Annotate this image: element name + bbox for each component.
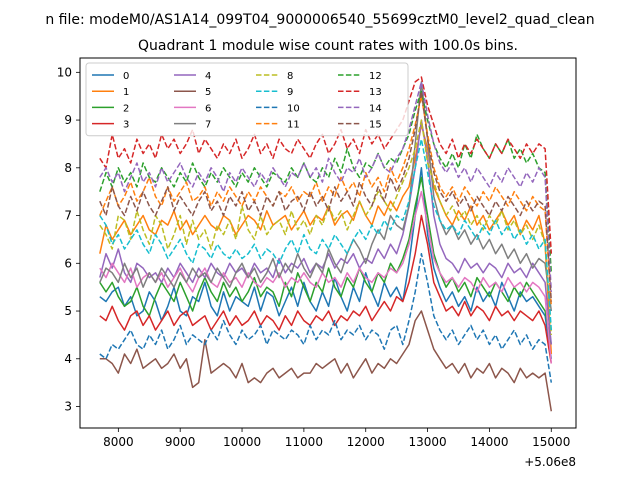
legend-label-2: 2 [123,103,129,114]
y-tick-label: 8 [64,161,72,175]
legend-label-5: 5 [205,87,211,98]
x-axis-offset-label: +5.06e8 [524,455,576,469]
series-line-2 [99,176,553,345]
legend-label-11: 11 [287,120,300,131]
series-line-5 [99,310,553,412]
x-tick-label: 8000 [103,435,134,449]
legend-label-9: 9 [287,87,293,98]
legend-label-8: 8 [287,71,293,82]
legend-label-12: 12 [369,71,382,82]
legend-frame [85,62,409,137]
legend-label-14: 14 [369,103,382,114]
series-layer [99,76,553,412]
legend-label-3: 3 [123,120,129,131]
y-tick-label: 7 [64,209,72,223]
x-tick-label: 12000 [347,435,385,449]
series-line-11 [99,95,553,307]
x-tick-label: 9000 [165,435,196,449]
x-tick-label: 10000 [223,435,261,449]
y-tick-label: 10 [57,65,72,79]
legend-label-15: 15 [369,120,382,131]
series-line-13 [99,76,553,254]
x-axis: 8000 9000 10000 11000 12000 13000 14000 15000 [103,428,570,449]
legend-label-7: 7 [205,120,211,131]
series-line-8 [99,119,553,335]
figure-suptitle: n file: modeM0/AS1A14_099T04_9000006540_… [45,12,594,28]
y-axis: 3 4 5 6 7 8 9 10 [57,65,80,414]
y-tick-label: 3 [64,400,72,414]
series-line-9 [99,138,553,331]
series-line-6 [99,190,553,364]
legend-label-10: 10 [287,103,300,114]
series-line-3 [99,214,553,364]
legend-label-1: 1 [123,87,129,98]
y-tick-label: 6 [64,256,72,270]
legend-label-6: 6 [205,103,211,114]
series-line-14 [99,81,553,292]
chart-title: Quadrant 1 module wise count rates with … [138,38,518,54]
series-line-15 [99,90,553,302]
series-line-7 [99,81,553,312]
x-tick-label: 11000 [285,435,323,449]
y-tick-label: 5 [64,304,72,318]
y-tick-label: 4 [64,352,72,366]
plot-frame [79,57,577,429]
x-tick-label: 15000 [532,435,570,449]
legend-label-13: 13 [369,87,382,98]
legend-label-0: 0 [123,71,129,82]
legend-label-4: 4 [205,71,211,82]
series-line-10 [99,252,553,383]
y-tick-label: 9 [64,113,72,127]
x-tick-label: 13000 [408,435,446,449]
x-tick-label: 14000 [470,435,508,449]
